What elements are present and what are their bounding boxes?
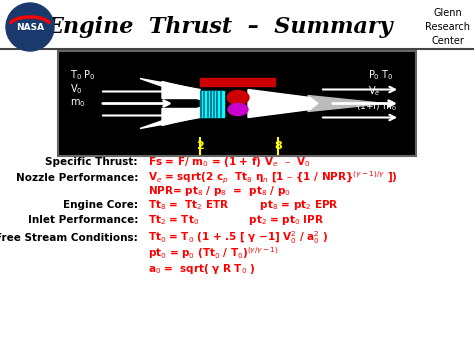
- Text: m$_0$: m$_0$: [70, 98, 85, 109]
- Text: Engine Core:: Engine Core:: [63, 200, 138, 210]
- Text: V$_e$: V$_e$: [368, 85, 381, 98]
- Bar: [58, 51, 416, 156]
- Text: Nozzle Performance:: Nozzle Performance:: [16, 173, 138, 183]
- Text: V$_e$ = sqrt(2 c$_p$  Tt$_8$ η$_n$ [1 – {1 / NPR}$^{(\gamma-1)/\gamma}$ ]): V$_e$ = sqrt(2 c$_p$ Tt$_8$ η$_n$ [1 – {…: [148, 170, 398, 186]
- Text: V$_0$: V$_0$: [70, 82, 82, 96]
- Text: 8: 8: [274, 141, 282, 151]
- Text: pt$_0$ = p$_0$ (Tt$_0$ / T$_0$)$^{(\gamma/ \gamma -1)}$: pt$_0$ = p$_0$ (Tt$_0$ / T$_0$)$^{(\gamm…: [148, 245, 279, 261]
- Text: a$_0$ =  sqrt( γ R T$_0$ ): a$_0$ = sqrt( γ R T$_0$ ): [148, 262, 255, 276]
- Text: T$_0$ P$_0$: T$_0$ P$_0$: [70, 69, 96, 82]
- Text: NASA: NASA: [16, 23, 44, 32]
- Polygon shape: [140, 108, 200, 129]
- Circle shape: [6, 3, 54, 51]
- Bar: [200, 91, 224, 116]
- Text: Tt$_2$ = Tt$_0$              pt$_2$ = pt$_0$ IPR: Tt$_2$ = Tt$_0$ pt$_2$ = pt$_0$ IPR: [148, 213, 324, 227]
- Ellipse shape: [227, 91, 249, 104]
- Text: Tt$_8$ =  Tt$_2$ ETR         pt$_8$ = pt$_2$ EPR: Tt$_8$ = Tt$_2$ ETR pt$_8$ = pt$_2$ EPR: [148, 198, 339, 212]
- Text: Free Stream Conditions:: Free Stream Conditions:: [0, 233, 138, 243]
- Polygon shape: [162, 108, 200, 126]
- Text: P$_0$ T$_0$: P$_0$ T$_0$: [368, 69, 394, 82]
- Text: Specific Thrust:: Specific Thrust:: [46, 157, 138, 167]
- Text: 2: 2: [196, 141, 204, 151]
- Text: NPR= pt$_8$ / p$_8$  =  pt$_8$ / p$_0$: NPR= pt$_8$ / p$_8$ = pt$_8$ / p$_0$: [148, 184, 291, 198]
- Polygon shape: [140, 79, 200, 99]
- Ellipse shape: [228, 103, 248, 115]
- Text: (1+f) m$_0$: (1+f) m$_0$: [356, 100, 397, 113]
- Polygon shape: [308, 96, 385, 112]
- Bar: [200, 78, 275, 86]
- Polygon shape: [162, 81, 200, 98]
- Text: Fs = F/ m$_0$ = (1 + f) V$_e$  –  V$_0$: Fs = F/ m$_0$ = (1 + f) V$_e$ – V$_0$: [148, 155, 311, 169]
- Text: Glenn
Research
Center: Glenn Research Center: [426, 8, 471, 46]
- Text: Engine  Thrust  –  Summary: Engine Thrust – Summary: [47, 16, 393, 38]
- Polygon shape: [248, 90, 318, 118]
- Text: Inlet Performance:: Inlet Performance:: [27, 215, 138, 225]
- Text: Tt$_0$ = T$_0$ (1 + .5 [ γ −1] V$_0^2$ / a$_0^2$ ): Tt$_0$ = T$_0$ (1 + .5 [ γ −1] V$_0^2$ /…: [148, 230, 328, 246]
